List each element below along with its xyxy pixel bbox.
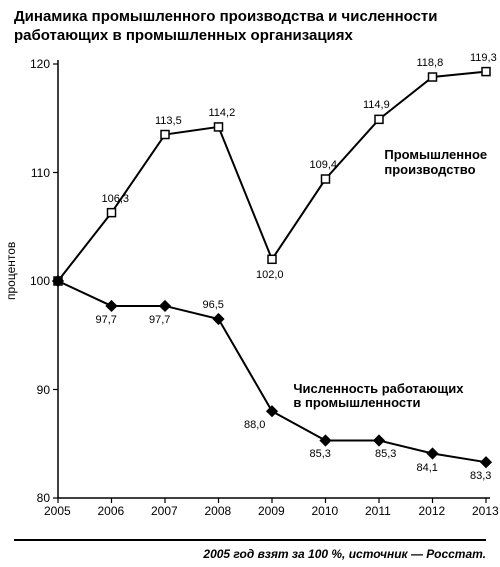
- data-label: 113,5: [155, 115, 182, 127]
- y-tick: 80: [37, 491, 50, 505]
- x-tick: 2006: [98, 504, 125, 518]
- data-label: 97,7: [96, 314, 117, 326]
- y-tick: 90: [37, 383, 50, 397]
- x-tick: 2009: [258, 504, 285, 518]
- data-label: 84,1: [417, 462, 438, 474]
- x-tick: 2013: [472, 504, 499, 518]
- data-label: 88,0: [244, 419, 265, 431]
- data-label: 106,3: [102, 193, 130, 205]
- data-label: 114,2: [209, 107, 236, 119]
- x-tick: 2010: [312, 504, 339, 518]
- x-tick: 2005: [44, 504, 71, 518]
- data-label: 102,0: [256, 269, 284, 281]
- data-label: 114,9: [363, 99, 390, 111]
- data-label: 97,7: [149, 314, 170, 326]
- data-label: 109,4: [310, 159, 338, 171]
- chart-area: 80 90 100 110 120 2005 2006 2007 2008 2009 2010 201…: [0, 50, 500, 530]
- data-label: 119,3: [470, 52, 497, 64]
- data-label: 118,8: [417, 57, 444, 69]
- data-label: 96,5: [203, 299, 224, 311]
- data-label: 83,3: [470, 470, 491, 482]
- chart-title: Динамика промышленного производства и чи…: [14, 8, 486, 46]
- x-tick: 2011: [365, 504, 391, 518]
- series-label: Промышленноепроизводство: [384, 148, 487, 178]
- y-tick: 110: [31, 166, 50, 180]
- chart-source: 2005 год взят за 100 %, источник — Росст…: [203, 547, 486, 561]
- x-tick: 2008: [205, 504, 232, 518]
- data-label: 85,3: [310, 448, 331, 460]
- separator: [14, 539, 486, 541]
- y-tick: 120: [30, 57, 50, 71]
- x-tick: 2007: [151, 504, 178, 518]
- data-label: 85,3: [375, 448, 396, 460]
- series-label: Численность работающихв промышленности: [293, 382, 463, 412]
- y-tick: 100: [30, 274, 50, 288]
- x-tick: 2012: [419, 504, 446, 518]
